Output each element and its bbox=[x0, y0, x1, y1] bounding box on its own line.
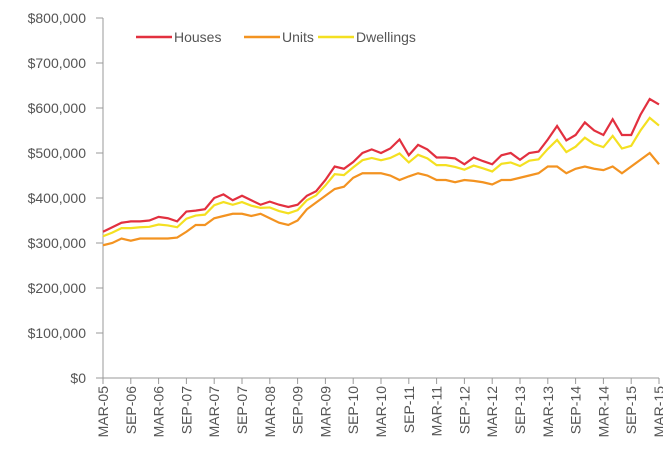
x-tick-label: MAR-09 bbox=[317, 386, 333, 438]
series-line bbox=[102, 97, 660, 233]
x-tick-label: SEP-10 bbox=[345, 386, 361, 434]
y-tick-label: $100,000 bbox=[28, 325, 87, 341]
x-tick-label: SEP-11 bbox=[401, 386, 417, 433]
x-tick-label: SEP-15 bbox=[623, 386, 639, 434]
legend-label: Houses bbox=[174, 29, 221, 45]
y-tick-label: $700,000 bbox=[28, 55, 87, 71]
y-tick-label: $600,000 bbox=[28, 100, 87, 116]
y-tick-label: $400,000 bbox=[28, 190, 87, 206]
x-tick-label: SEP-13 bbox=[512, 386, 528, 434]
x-tick-label: MAR-15 bbox=[651, 386, 663, 438]
x-tick-label: MAR-05 bbox=[95, 386, 111, 438]
series-line bbox=[102, 151, 660, 247]
x-tick-label: MAR-12 bbox=[484, 386, 500, 438]
x-tick-label: MAR-06 bbox=[151, 386, 167, 438]
x-tick-label: SEP-09 bbox=[290, 386, 306, 434]
y-tick-label: $800,000 bbox=[28, 10, 87, 26]
legend-label: Dwellings bbox=[356, 29, 416, 45]
x-tick-label: MAR-14 bbox=[595, 386, 611, 438]
y-tick-label: $500,000 bbox=[28, 145, 87, 161]
x-tick-label: SEP-07 bbox=[178, 386, 194, 434]
x-tick-label: SEP-14 bbox=[568, 386, 584, 434]
series-line bbox=[102, 116, 660, 238]
x-tick-label: SEP-07 bbox=[234, 386, 250, 434]
x-tick-label: MAR-13 bbox=[540, 386, 556, 438]
x-tick-label: SEP-06 bbox=[123, 386, 139, 434]
x-tick-label: MAR-10 bbox=[373, 386, 389, 438]
y-tick-label: $0 bbox=[70, 370, 86, 386]
legend-label: Units bbox=[282, 29, 314, 45]
x-tick-label: SEP-12 bbox=[456, 386, 472, 434]
x-tick-label: MAR-07 bbox=[206, 386, 222, 438]
y-tick-label: $200,000 bbox=[28, 280, 87, 296]
y-tick-label: $300,000 bbox=[28, 235, 87, 251]
x-tick-label: MAR-11 bbox=[429, 386, 445, 437]
x-tick-label: MAR-08 bbox=[262, 386, 278, 438]
